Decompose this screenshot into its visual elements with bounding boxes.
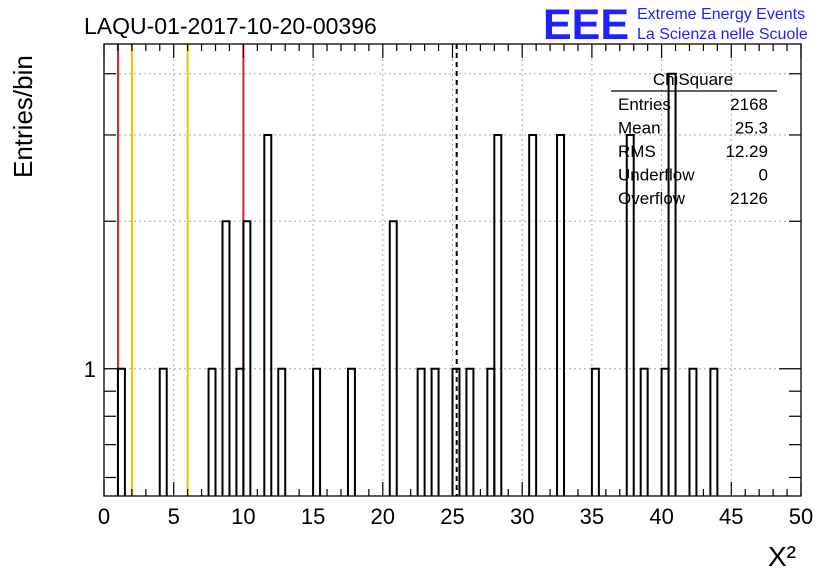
- y-axis-label: Entries/bin: [8, 55, 38, 178]
- histogram-bin: [465, 367, 475, 496]
- x-tick-label: 45: [719, 504, 743, 529]
- x-tick-label: 0: [98, 504, 110, 529]
- histogram-bin: [667, 72, 677, 496]
- stats-row-label: Mean: [618, 119, 661, 138]
- x-tick-label: 20: [371, 504, 395, 529]
- x-tick-label: 50: [789, 504, 813, 529]
- x-tick-label: 15: [301, 504, 325, 529]
- x-tick-label: 10: [231, 504, 255, 529]
- histogram-bin: [277, 367, 287, 496]
- histogram-bin: [312, 367, 322, 496]
- stats-row-value: 0: [759, 166, 768, 185]
- histogram-bin: [221, 220, 231, 496]
- histogram-bins: [116, 72, 719, 496]
- histogram-bin: [625, 133, 635, 496]
- histogram-bin: [660, 367, 670, 496]
- histogram-bin: [207, 367, 217, 496]
- stats-row-value: 25.3: [735, 119, 768, 138]
- stats-row-label: Entries: [618, 95, 671, 114]
- x-tick-labels: 0 5 10 15 20 25 30 35 40 45 50: [98, 504, 813, 529]
- y-tick-labels: 1: [84, 357, 96, 382]
- stats-row-label: Overflow: [618, 189, 686, 208]
- histogram-bin: [388, 220, 398, 496]
- x-tick-label: 40: [649, 504, 673, 529]
- stats-box-title: ChiSquare: [653, 70, 733, 89]
- histogram-bin: [235, 367, 245, 496]
- stats-row-value: 12.29: [725, 142, 768, 161]
- x-tick-label: 25: [440, 504, 464, 529]
- eee-logo-line2: La Scienza nelle Scuole: [637, 26, 808, 43]
- stats-row-value: 2168: [730, 95, 768, 114]
- histogram-bin: [709, 367, 719, 496]
- x-axis-label: X²: [768, 541, 796, 572]
- stats-box: ChiSquare Entries 2168 Mean 25.3 RMS 12.29 Und…: [611, 70, 777, 208]
- histogram-bin: [688, 367, 698, 496]
- histogram-bin: [590, 367, 600, 496]
- x-tick-label: 35: [580, 504, 604, 529]
- histogram-bin: [346, 367, 356, 496]
- histogram-bin: [451, 367, 461, 496]
- stats-box-rows: Entries 2168 Mean 25.3 RMS 12.29 Underflow 0 Ove…: [618, 95, 768, 208]
- chart-title: LAQU-01-2017-10-20-00396: [84, 13, 377, 39]
- stats-row-label: Underflow: [618, 166, 695, 185]
- histogram-bin: [493, 133, 503, 496]
- stats-row-label: RMS: [618, 142, 656, 161]
- histogram-bin: [639, 367, 649, 496]
- histogram-bin: [263, 133, 273, 496]
- eee-logo: EEE Extreme Energy Events La Scienza nel…: [543, 1, 808, 49]
- histogram-bin: [556, 133, 566, 496]
- x-tick-label: 5: [168, 504, 180, 529]
- histogram-bin: [416, 367, 426, 496]
- histogram-bin: [528, 133, 538, 496]
- eee-logo-mark: EEE: [543, 1, 629, 49]
- histogram-bin: [242, 220, 252, 496]
- histogram-bin: [430, 367, 440, 496]
- reference-lines: [116, 44, 458, 496]
- eee-logo-line1: Extreme Energy Events: [637, 6, 805, 23]
- stats-row-value: 2126: [730, 189, 768, 208]
- histogram-bin: [486, 367, 496, 496]
- y-tick-label: 1: [84, 357, 96, 382]
- plot-frame: [103, 43, 802, 497]
- histogram-bin: [158, 367, 168, 496]
- x-tick-label: 30: [510, 504, 534, 529]
- histogram-bin: [116, 367, 126, 496]
